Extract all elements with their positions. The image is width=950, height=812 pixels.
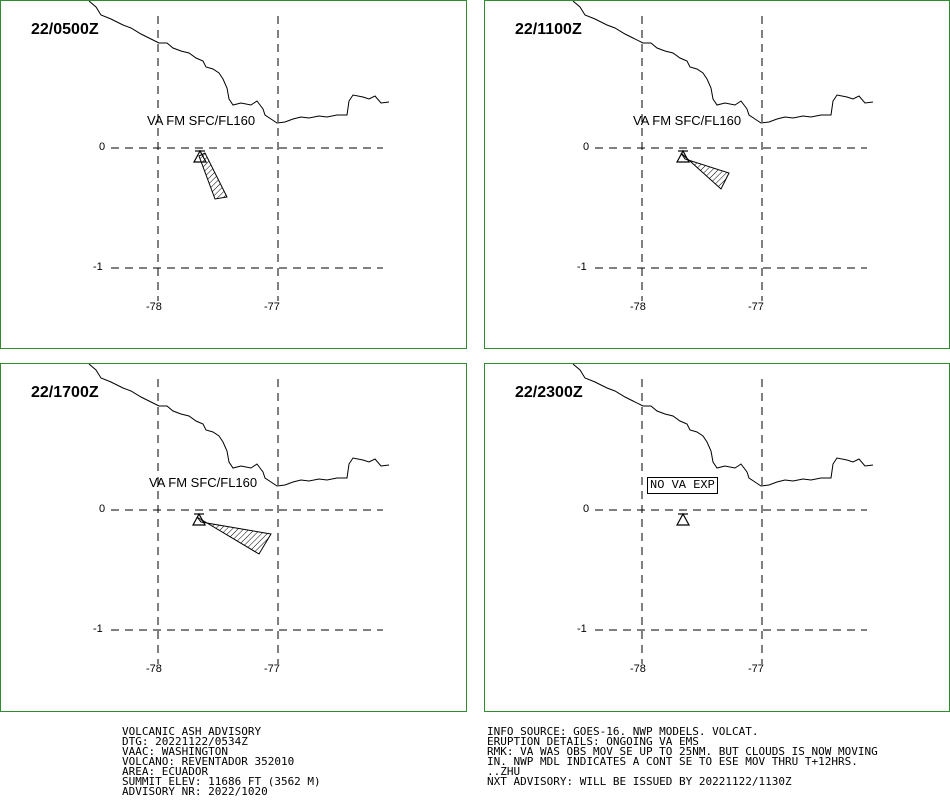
ash-cloud-polygon [196, 516, 272, 555]
lat-tick-0: 0 [99, 503, 106, 515]
advisory-line: ..ZHU [487, 765, 521, 778]
lon-tick-minus77: -77 [748, 301, 764, 313]
lat-tick-minus1: -1 [93, 623, 103, 635]
advisory-line: VAAC: WASHINGTON [122, 745, 228, 758]
advisory-line: VOLCANIC ASH ADVISORY [122, 725, 262, 738]
panel-time: 22/1700Z [31, 384, 99, 401]
panel-time: 22/1100Z [515, 21, 582, 38]
lon-tick-minus78: -78 [146, 663, 162, 675]
ash-cloud-polygon [680, 152, 730, 190]
lat-tick-0: 0 [583, 503, 590, 515]
panel-map [88, 364, 390, 664]
advisory-left-block: VOLCANIC ASH ADVISORY DTG: 20221122/0534Z… [122, 717, 321, 807]
advisory-line: ADVISORY NR: 2022/1020 [122, 785, 268, 798]
advisory-line: ERUPTION DETAILS: ONGOING VA EMS [487, 735, 699, 748]
coastline [88, 364, 390, 487]
volcano-icon [191, 512, 207, 526]
lat-tick-minus1: -1 [577, 261, 587, 273]
advisory-line: INFO SOURCE: GOES-16. NWP MODELS. VOLCAT… [487, 725, 759, 738]
lon-tick-minus77: -77 [748, 663, 764, 675]
panel-time: 22/0500Z [31, 21, 99, 38]
forecast-panel-2300z: 22/2300Z NO VA EXP 0 -1 -78 -77 [484, 363, 950, 712]
lat-tick-minus1: -1 [93, 261, 103, 273]
lon-tick-minus78: -78 [146, 301, 162, 313]
coastline [572, 1, 874, 124]
ash-level-label: VA FM SFC/FL160 [149, 475, 258, 490]
coastline [88, 1, 390, 124]
forecast-panel-1700z: 22/1700Z VA FM SFC/FL160 0 -1 -78 -77 [0, 363, 467, 712]
lon-tick-minus78: -78 [630, 301, 646, 313]
advisory-line: SUMMIT ELEV: 11686 FT (3562 M) [122, 775, 321, 788]
volcano-icon [675, 512, 691, 526]
advisory-line: AREA: ECUADOR [122, 765, 209, 778]
ash-cloud-polygon [198, 152, 228, 200]
lon-tick-minus78: -78 [630, 663, 646, 675]
lon-tick-minus77: -77 [264, 301, 280, 313]
advisory-line: NXT ADVISORY: WILL BE ISSUED BY 20221122… [487, 775, 792, 788]
panel-map [572, 1, 874, 301]
advisory-line: IN. NWP MDL INDICATES A CONT SE TO ESE M… [487, 755, 858, 768]
ash-level-label: VA FM SFC/FL160 [147, 113, 256, 128]
forecast-panel-1100z: 22/1100Z VA FM SFC/FL160 0 -1 -78 -77 [484, 0, 950, 349]
no-va-expected-label: NO VA EXP [647, 477, 718, 494]
lon-tick-minus77: -77 [264, 663, 280, 675]
forecast-panel-0500z: 22/0500Z VA FM SFC/FL160 0 -1 -78 -77 [0, 0, 467, 349]
coastline [572, 364, 874, 487]
advisory-line: VOLCANO: REVENTADOR 352010 [122, 755, 295, 768]
ash-level-label: VA FM SFC/FL160 [633, 113, 742, 128]
volcano-icon [675, 149, 691, 163]
advisory-right-block: INFO SOURCE: GOES-16. NWP MODELS. VOLCAT… [487, 717, 878, 797]
panel-time: 22/2300Z [515, 384, 583, 401]
advisory-line: DTG: 20221122/0534Z [122, 735, 248, 748]
volcano-icon [192, 149, 208, 163]
panel-map [88, 1, 390, 301]
panel-map [572, 364, 874, 664]
advisory-line: RMK: VA WAS OBS MOV SE UP TO 25NM. BUT C… [487, 745, 878, 758]
lat-tick-minus1: -1 [577, 623, 587, 635]
lat-tick-0: 0 [583, 141, 590, 153]
lat-tick-0: 0 [99, 141, 106, 153]
